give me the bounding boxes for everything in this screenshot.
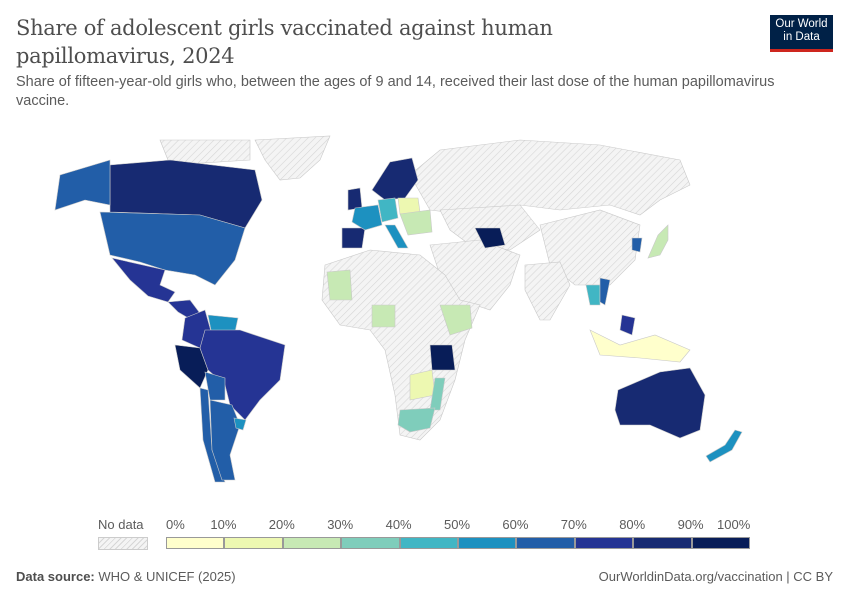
usa[interactable] xyxy=(99,211,246,286)
argentina[interactable] xyxy=(209,399,241,481)
eastern-europe[interactable] xyxy=(399,209,433,236)
legend-tick-label: 40% xyxy=(385,517,412,532)
spain[interactable] xyxy=(341,227,366,249)
thailand[interactable] xyxy=(585,284,601,306)
philippines[interactable] xyxy=(619,314,636,336)
legend-bin-swatch[interactable] xyxy=(691,537,750,549)
mozambique[interactable] xyxy=(429,377,446,411)
data-source-label: Data source: xyxy=(16,569,95,584)
tanzania[interactable] xyxy=(429,344,456,371)
uruguay[interactable] xyxy=(233,417,247,431)
russia[interactable] xyxy=(409,139,691,216)
india[interactable] xyxy=(524,261,571,321)
legend-tick-label: 60% xyxy=(502,517,529,532)
legend-tick-label: 100% xyxy=(717,517,751,532)
germany[interactable] xyxy=(377,197,399,223)
nigeria[interactable] xyxy=(371,304,396,328)
data-source-value[interactable]: WHO & UNICEF (2025) xyxy=(98,569,236,584)
indonesia[interactable] xyxy=(589,329,691,363)
chart-subtitle: Share of fifteen-year-old girls who, bet… xyxy=(16,74,775,109)
ethiopia[interactable] xyxy=(439,304,473,336)
chart-title: Share of adolescent girls vaccinated aga… xyxy=(16,16,553,68)
legend-bin-swatch[interactable] xyxy=(341,537,400,549)
south-africa[interactable] xyxy=(397,407,436,433)
data-source: Data source: WHO & UNICEF (2025) xyxy=(16,569,236,584)
legend-bin-swatch[interactable] xyxy=(224,537,283,549)
legend-tick-label: 30% xyxy=(327,517,354,532)
mauritania[interactable] xyxy=(326,269,353,301)
chile[interactable] xyxy=(199,387,226,483)
australia[interactable] xyxy=(614,367,706,439)
legend-no-data-swatch xyxy=(98,537,148,550)
zambia[interactable] xyxy=(409,369,436,401)
legend-tick-label: 80% xyxy=(619,517,646,532)
owid-logo[interactable]: Our World in Data xyxy=(770,15,833,52)
legend-bin-swatch[interactable] xyxy=(282,537,342,549)
alaska[interactable] xyxy=(54,159,111,211)
legend-tick-label: 50% xyxy=(444,517,471,532)
greenland[interactable] xyxy=(254,135,331,181)
legend-tick-label: 70% xyxy=(560,517,587,532)
vietnam[interactable] xyxy=(599,277,611,306)
legend-tick-label: 10% xyxy=(210,517,237,532)
legend-tick-label: 90% xyxy=(677,517,704,532)
legend-bin-swatch[interactable] xyxy=(458,537,517,549)
legend-no-data-label: No data xyxy=(98,517,144,532)
color-legend: No data 0% 10% 20% 30% 40% 50% 60% 70% 80% 90% 100… xyxy=(0,515,850,555)
scandinavia[interactable] xyxy=(371,157,419,201)
legend-bin-swatch[interactable] xyxy=(516,537,575,549)
new-zealand[interactable] xyxy=(705,429,743,463)
central-asia[interactable] xyxy=(439,204,541,251)
japan[interactable] xyxy=(647,224,669,259)
south-korea[interactable] xyxy=(631,237,643,253)
legend-bin-swatch[interactable] xyxy=(633,537,692,549)
legend-tick-label: 0% xyxy=(166,517,185,532)
legend-bin-swatch[interactable] xyxy=(166,537,225,549)
legend-tick-label: 20% xyxy=(268,517,295,532)
france[interactable] xyxy=(351,204,383,231)
uzbekistan[interactable] xyxy=(474,227,506,249)
north-america-misc[interactable] xyxy=(159,139,251,166)
legend-bin-swatch[interactable] xyxy=(399,537,458,549)
world-map[interactable] xyxy=(0,125,850,510)
legend-bin-swatch[interactable] xyxy=(574,537,634,549)
footer-url[interactable]: OurWorldinData.org/vaccination | CC BY xyxy=(598,569,833,584)
peru[interactable] xyxy=(174,344,209,389)
uk[interactable] xyxy=(347,187,363,211)
mexico[interactable] xyxy=(111,257,176,303)
italy[interactable] xyxy=(384,224,409,249)
